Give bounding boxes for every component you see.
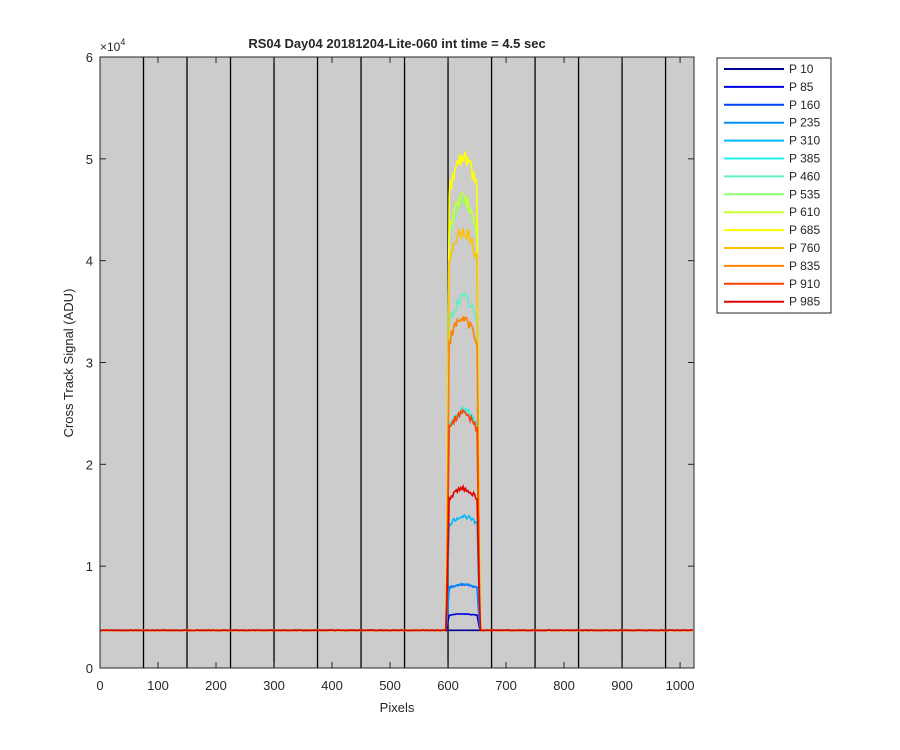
legend-label: P 160 bbox=[789, 98, 820, 112]
x-tick-label: 700 bbox=[495, 678, 517, 693]
x-axis-label: Pixels bbox=[380, 700, 415, 715]
x-tick-label: 1000 bbox=[666, 678, 695, 693]
series-lines bbox=[99, 151, 694, 632]
y-exponent-power: 4 bbox=[120, 37, 125, 47]
legend-label: P 760 bbox=[789, 241, 820, 255]
y-tick-label: 3 bbox=[86, 356, 93, 371]
chart-title: RS04 Day04 20181204-Lite-060 int time = … bbox=[248, 36, 545, 51]
x-tick-label: 600 bbox=[437, 678, 459, 693]
x-tick-label: 200 bbox=[205, 678, 227, 693]
series-line-p-985 bbox=[99, 483, 693, 632]
x-tick-label: 500 bbox=[379, 678, 401, 693]
legend-label: P 985 bbox=[789, 295, 820, 309]
vertical-markers bbox=[142, 57, 667, 668]
plot-area bbox=[100, 57, 694, 668]
legend-label: P 235 bbox=[789, 116, 820, 130]
x-tick-label: 0 bbox=[96, 678, 103, 693]
y-exponent-base: ×10 bbox=[100, 40, 121, 54]
y-tick-label: 0 bbox=[86, 661, 93, 676]
x-tick-label: 100 bbox=[147, 678, 169, 693]
x-tick-label: 900 bbox=[611, 678, 633, 693]
legend-label: P 10 bbox=[789, 62, 814, 76]
legend-label: P 685 bbox=[789, 223, 820, 237]
legend-box bbox=[716, 57, 832, 314]
legend-label: P 310 bbox=[789, 134, 820, 148]
legend-label: P 610 bbox=[789, 205, 820, 219]
y-tick-label: 4 bbox=[86, 254, 93, 269]
x-tick-label: 300 bbox=[263, 678, 285, 693]
legend-label: P 535 bbox=[789, 187, 820, 201]
y-tick-label: 2 bbox=[86, 457, 93, 472]
legend-label: P 910 bbox=[789, 277, 820, 291]
y-tick-label: 1 bbox=[86, 559, 93, 574]
y-tick-label: 5 bbox=[86, 152, 93, 167]
y-exponent-label: ×104 bbox=[100, 37, 125, 54]
legend-label: P 385 bbox=[789, 152, 820, 166]
x-tick-label: 400 bbox=[321, 678, 343, 693]
legend-label: P 460 bbox=[789, 169, 820, 183]
y-tick-label: 6 bbox=[86, 50, 93, 65]
legend-label: P 85 bbox=[789, 80, 814, 94]
legend-items: P 10 P 85 P 160 P 235 P 310 P 385 P 460 P 535 P … bbox=[724, 62, 820, 309]
y-axis-label: Cross Track Signal (ADU) bbox=[61, 289, 76, 438]
x-tick-label: 800 bbox=[553, 678, 575, 693]
legend-label: P 835 bbox=[789, 259, 820, 273]
legend: P 10 P 85 P 160 P 235 P 310 P 385 P 460 P 535 P … bbox=[716, 57, 832, 314]
axis-ticks: 0 100 200 300 400 500 600 700 800 900 1000 0 1 2 3 4 5 6 bbox=[86, 50, 695, 693]
